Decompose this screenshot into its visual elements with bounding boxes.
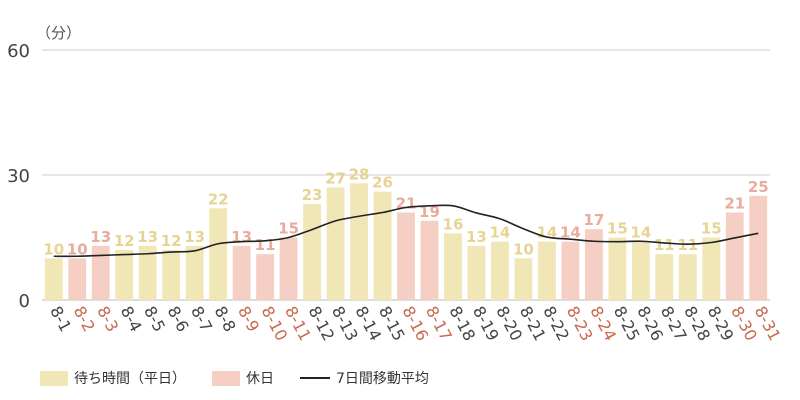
x-tick-label: 8-6 bbox=[164, 303, 193, 335]
x-tick-label: 8-1 bbox=[46, 303, 75, 335]
bar-8-29 bbox=[702, 237, 721, 300]
bar-8-2 bbox=[68, 258, 87, 300]
unit-label: （分） bbox=[36, 24, 81, 42]
bar-8-16 bbox=[397, 212, 415, 300]
bar-value-label: 19 bbox=[419, 203, 440, 221]
moving-average-line bbox=[53, 204, 759, 258]
bar-value-label: 13 bbox=[90, 228, 111, 246]
bar-value-label: 12 bbox=[114, 232, 135, 250]
bar-value-label: 10 bbox=[67, 240, 88, 258]
bar-value-label: 23 bbox=[302, 186, 323, 204]
bar-value-label: 28 bbox=[349, 165, 370, 183]
bar-value-label: 26 bbox=[372, 174, 393, 192]
bar-value-label: 22 bbox=[208, 190, 229, 208]
bar-value-label: 15 bbox=[607, 220, 628, 238]
bar-8-10 bbox=[256, 254, 275, 300]
bar-value-label: 12 bbox=[161, 232, 182, 250]
x-tick-label: 8-9 bbox=[234, 303, 263, 335]
bar-8-14 bbox=[350, 183, 368, 300]
bar-value-label: 14 bbox=[630, 224, 651, 242]
bar-8-11 bbox=[279, 237, 298, 300]
bar-value-label: 14 bbox=[489, 224, 510, 242]
bar-value-label: 15 bbox=[278, 220, 299, 238]
bar-8-24 bbox=[584, 229, 603, 300]
bar-value-label: 15 bbox=[701, 220, 722, 238]
legend-label-holiday: 休日 bbox=[246, 371, 274, 387]
x-tick-label: 8-4 bbox=[117, 303, 146, 335]
x-tick-labels: 8-18-28-38-48-58-68-78-88-98-108-118-128… bbox=[46, 303, 784, 344]
bars-group bbox=[44, 183, 768, 300]
bar-8-19 bbox=[467, 245, 486, 300]
bar-8-13 bbox=[326, 187, 345, 300]
bar-value-label: 13 bbox=[466, 228, 487, 246]
bar-value-label: 25 bbox=[748, 178, 769, 196]
bar-8-26 bbox=[631, 241, 650, 300]
legend: 待ち時間（平日） 休日 7日間移動平均 bbox=[40, 368, 455, 388]
bar-8-15 bbox=[373, 191, 392, 300]
moving-average-group bbox=[53, 204, 759, 258]
bar-8-6 bbox=[162, 250, 181, 300]
bar-8-28 bbox=[678, 254, 697, 300]
bar-value-label: 17 bbox=[583, 211, 604, 229]
bar-8-30 bbox=[725, 212, 744, 300]
y-tick-label: 0 bbox=[19, 291, 30, 312]
bar-8-31 bbox=[749, 195, 768, 300]
bar-8-20 bbox=[491, 241, 509, 300]
bar-value-label: 11 bbox=[677, 236, 698, 254]
x-tick-label: 8-3 bbox=[93, 303, 122, 335]
x-tick-label: 8-8 bbox=[211, 303, 240, 335]
bar-8-27 bbox=[655, 254, 674, 300]
x-tick-label: 8-5 bbox=[140, 303, 169, 335]
legend-label-weekday: 待ち時間（平日） bbox=[74, 371, 186, 387]
legend-swatch-average bbox=[300, 377, 330, 379]
x-tick-label: 8-7 bbox=[187, 303, 216, 335]
bar-value-label: 16 bbox=[443, 215, 464, 233]
x-tick-label: 8-2 bbox=[70, 303, 99, 335]
bar-value-label: 10 bbox=[43, 240, 64, 258]
bar-value-label: 13 bbox=[137, 228, 158, 246]
bar-value-label: 27 bbox=[325, 170, 346, 188]
legend-item-average: 7日間移動平均 bbox=[300, 368, 429, 388]
bar-value-label: 21 bbox=[724, 195, 745, 213]
bar-8-21 bbox=[514, 258, 533, 300]
bar-value-label: 14 bbox=[560, 224, 581, 242]
bar-value-label: 21 bbox=[396, 195, 417, 213]
bar-8-18 bbox=[444, 233, 462, 300]
bar-8-5 bbox=[138, 245, 157, 300]
bar-8-4 bbox=[115, 250, 134, 300]
legend-swatch-holiday bbox=[212, 370, 240, 386]
legend-item-weekday: 待ち時間（平日） bbox=[40, 368, 186, 388]
bar-8-22 bbox=[537, 241, 556, 300]
bar-8-8 bbox=[209, 208, 228, 300]
legend-label-average: 7日間移動平均 bbox=[336, 371, 429, 387]
bar-value-label: 11 bbox=[654, 236, 675, 254]
y-tick-labels: 0 30 60 bbox=[7, 41, 30, 312]
bar-8-7 bbox=[185, 245, 204, 300]
y-tick-label: 30 bbox=[7, 166, 30, 187]
y-tick-label: 60 bbox=[7, 41, 30, 62]
bar-8-17 bbox=[420, 220, 439, 300]
bar-8-23 bbox=[561, 241, 580, 300]
bar-value-label: 14 bbox=[536, 224, 557, 242]
legend-item-holiday: 休日 bbox=[212, 368, 274, 388]
legend-swatch-weekday bbox=[40, 370, 68, 386]
bar-8-25 bbox=[608, 237, 627, 300]
bar-8-1 bbox=[44, 258, 63, 300]
bar-8-12 bbox=[303, 204, 321, 300]
bar-value-label: 10 bbox=[513, 240, 534, 258]
bar-value-label: 13 bbox=[184, 228, 205, 246]
bar-value-label: 11 bbox=[255, 236, 276, 254]
bar-8-3 bbox=[91, 245, 110, 300]
bar-8-9 bbox=[232, 245, 251, 300]
bar-value-label: 13 bbox=[231, 228, 252, 246]
